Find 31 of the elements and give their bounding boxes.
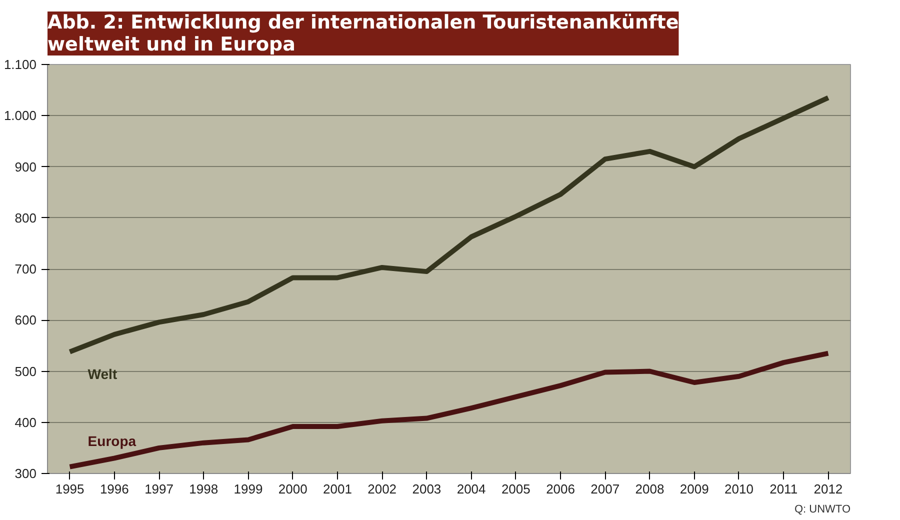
chart-title: Abb. 2: Entwicklung der internationalen Touristenankünfte weltweit und in Europa xyxy=(48,12,679,56)
x-tick-label: 2010 xyxy=(724,482,754,496)
y-tick-label: 500 xyxy=(14,364,37,379)
y-tick-label: 1.100 xyxy=(4,57,37,72)
x-tick-label: 2001 xyxy=(323,482,352,496)
x-tick-label: 2004 xyxy=(456,482,486,496)
x-tick-label: 2011 xyxy=(770,482,798,496)
y-tick-label: 1.000 xyxy=(4,108,37,124)
x-tick-label: 2006 xyxy=(546,482,575,496)
series-label: Europa xyxy=(88,432,136,449)
x-tick-label: 1997 xyxy=(144,482,174,496)
x-tick-label: 1999 xyxy=(234,482,263,496)
y-tick-label: 300 xyxy=(14,466,37,481)
y-tick-label: 900 xyxy=(14,159,37,174)
series-label: Welt xyxy=(88,366,118,382)
x-tick-label: 1998 xyxy=(189,482,218,496)
x-tick-label: 1995 xyxy=(55,482,84,496)
x-tick-label: 1996 xyxy=(100,482,129,496)
y-tick-label: 700 xyxy=(14,262,37,276)
x-tick-label: 2000 xyxy=(278,482,308,496)
y-tick-label: 800 xyxy=(14,210,37,226)
x-tick-label: 2008 xyxy=(635,482,664,496)
x-tick-label: 2002 xyxy=(368,482,397,496)
text: Q: UNWTO xyxy=(794,504,851,516)
x-tick-label: 2009 xyxy=(680,482,709,496)
y-tick-label: 600 xyxy=(14,312,37,328)
x-tick-label: 2003 xyxy=(412,482,442,496)
x-tick-label: 2012 xyxy=(814,482,843,496)
x-tick-label: 2005 xyxy=(501,482,530,496)
y-tick-label: 400 xyxy=(14,414,37,430)
x-tick-label: 2007 xyxy=(590,482,620,496)
